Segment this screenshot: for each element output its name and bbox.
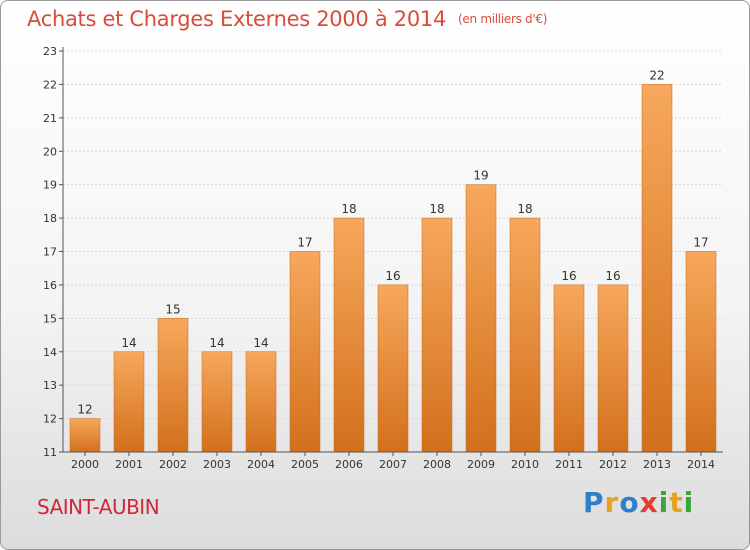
data-label-2011: 16 [561, 269, 576, 283]
data-label-2005: 17 [297, 236, 312, 250]
y-tick-label-15: 15 [43, 312, 57, 325]
bar-2000 [69, 418, 101, 453]
x-tick-label-2001: 2001 [115, 458, 143, 471]
x-tick-label-2011: 2011 [555, 458, 583, 471]
y-tick-label-19: 19 [43, 179, 57, 192]
bar-2011 [553, 284, 585, 453]
chart-title: Achats et Charges Externes 2000 à 2014 (e… [27, 7, 547, 31]
bar-2007 [377, 284, 409, 453]
y-tick-label-13: 13 [43, 379, 57, 392]
bar-2014 [685, 251, 717, 453]
x-tick-label-2014: 2014 [687, 458, 715, 471]
bar-2005 [289, 251, 321, 453]
axes-group: 11 12 13 14 15 16 17 18 19 20 21 22 23 2000 2001 2002 20… [43, 45, 723, 471]
data-label-2004: 14 [253, 336, 268, 350]
y-tick-label-21: 21 [43, 112, 57, 125]
y-tick-label-22: 22 [43, 78, 57, 91]
x-tick-label-2002: 2002 [159, 458, 187, 471]
bars-group: 12 14 15 14 14 17 18 16 18 19 18 16 16 22 17 [69, 68, 717, 453]
x-tick-label-2012: 2012 [599, 458, 627, 471]
bar-2008 [421, 217, 453, 453]
x-tick-label-2013: 2013 [643, 458, 671, 471]
x-tick-label-2009: 2009 [467, 458, 495, 471]
x-tick-label-2000: 2000 [71, 458, 99, 471]
x-tick-label-2008: 2008 [423, 458, 451, 471]
bar-2003 [201, 351, 233, 453]
data-label-2014: 17 [693, 236, 708, 250]
data-label-2007: 16 [385, 269, 400, 283]
place-name: SAINT-AUBIN [37, 495, 160, 519]
data-label-2002: 15 [165, 302, 180, 316]
bar-2002 [157, 318, 189, 453]
y-tick-label-14: 14 [43, 346, 57, 359]
y-tick-label-23: 23 [43, 45, 57, 58]
data-label-2003: 14 [209, 336, 224, 350]
x-tick-label-2007: 2007 [379, 458, 407, 471]
proxiti-logo: Proxiti [583, 486, 695, 519]
data-label-2008: 18 [429, 202, 444, 216]
bar-2010 [509, 217, 541, 453]
data-label-2001: 14 [121, 336, 136, 350]
y-tick-label-12: 12 [43, 413, 57, 426]
y-tick-label-18: 18 [43, 212, 57, 225]
bar-2001 [113, 351, 145, 453]
x-tick-label-2004: 2004 [247, 458, 275, 471]
x-tick-label-2003: 2003 [203, 458, 231, 471]
y-tick-label-16: 16 [43, 279, 57, 292]
x-tick-label-2005: 2005 [291, 458, 319, 471]
data-label-2013: 22 [649, 68, 664, 82]
bar-2004 [245, 351, 277, 453]
data-label-2010: 18 [517, 202, 532, 216]
unit-label: (en milliers d'€) [458, 12, 548, 26]
y-tick-label-17: 17 [43, 246, 57, 259]
x-tick-label-2006: 2006 [335, 458, 363, 471]
data-label-2006: 18 [341, 202, 356, 216]
data-label-2000: 12 [77, 403, 92, 417]
x-tick-label-2010: 2010 [511, 458, 539, 471]
y-tick-label-20: 20 [43, 145, 57, 158]
data-label-2012: 16 [605, 269, 620, 283]
bar-2013 [641, 84, 673, 453]
bar-2006 [333, 217, 365, 453]
chart-title-text: Achats et Charges Externes 2000 à 2014 [27, 7, 447, 31]
bar-2012 [597, 284, 629, 453]
y-tick-label-11: 11 [43, 446, 57, 459]
bar-2009 [465, 184, 497, 453]
data-label-2009: 19 [473, 169, 488, 183]
